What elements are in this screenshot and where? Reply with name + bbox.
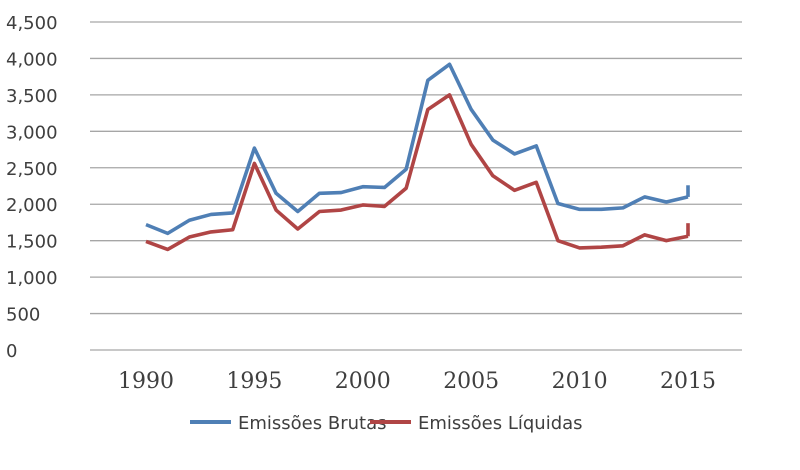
legend-label: Emissões Líquidas (418, 413, 583, 434)
x-tick-label: 2015 (660, 369, 716, 394)
series-line-emissoes-brutas (145, 62, 689, 236)
x-axis-ticks: 1990 1995 2000 2005 2010 2015 (118, 369, 716, 394)
x-tick-label: 1995 (226, 369, 282, 394)
y-tick-label: 3,500 (6, 86, 58, 107)
y-axis-ticks: 0 500 1,000 1,500 2,000 2,500 3,000 3,500 4,000 4… (6, 13, 58, 362)
grid-lines (90, 21, 742, 351)
y-tick-label: 500 (6, 305, 40, 326)
x-tick-label: 2010 (552, 369, 608, 394)
x-tick-label: 1990 (118, 369, 174, 394)
legend: Emissões Brutas Emissões Líquidas (190, 413, 583, 434)
legend-label: Emissões Brutas (238, 413, 386, 434)
y-tick-label: 1,500 (6, 232, 58, 253)
y-tick-label: 2,500 (6, 159, 58, 180)
x-tick-label: 2005 (443, 369, 499, 394)
y-tick-label: 4,000 (6, 49, 58, 70)
y-tick-label: 2,000 (6, 195, 58, 216)
y-tick-label: 3,000 (6, 122, 58, 143)
y-tick-label: 4,500 (6, 13, 58, 34)
y-tick-label: 0 (6, 341, 17, 362)
series-lines (145, 62, 690, 252)
y-tick-label: 1,000 (6, 268, 58, 289)
series-line-emissoes-liquidas (145, 93, 689, 252)
x-tick-label: 2000 (335, 369, 391, 394)
